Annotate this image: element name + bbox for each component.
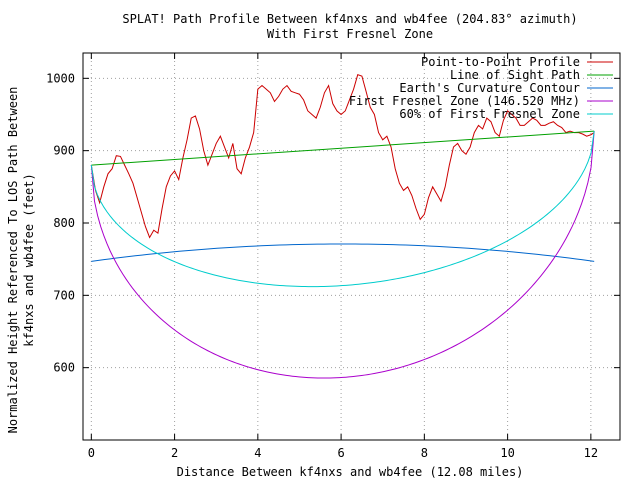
plot-border (82, 52, 621, 441)
y-tick-label: 1000 (46, 71, 75, 85)
x-tick-label: 0 (88, 446, 95, 460)
y-tick-label: 700 (53, 288, 75, 302)
series-line-first-fresnel-zone-146-520-mhz (90, 131, 595, 379)
legend-label-earth-s-curvature-contour: Earth's Curvature Contour (399, 81, 580, 95)
chart-title: SPLAT! Path Profile Between kf4nxs and w… (122, 12, 577, 26)
x-tick-label: 2 (171, 446, 178, 460)
chart-subtitle: With First Fresnel Zone (267, 27, 433, 41)
y-tick-label: 900 (53, 144, 75, 158)
legend-label-first-fresnel-zone-146-520-mhz: First Fresnel Zone (146.520 MHz) (349, 94, 580, 108)
series-line-line-of-sight-path (91, 130, 595, 166)
series-line-earth-s-curvature-contour (91, 243, 595, 262)
y-tick-label: 800 (53, 216, 75, 230)
grid-layer (83, 53, 620, 440)
y-tick-label: 600 (53, 361, 75, 375)
x-tick-label: 4 (254, 446, 261, 460)
series-line-60-of-first-fresnel-zone (90, 131, 595, 288)
x-axis-label: Distance Between kf4nxs and wb4fee (12.0… (177, 465, 524, 479)
legend-label-point-to-point-profile: Point-to-Point Profile (421, 55, 580, 69)
x-tick-label: 8 (421, 446, 428, 460)
x-tick-label: 12 (584, 446, 598, 460)
y-axis-label-line2: kf4nxs and wb4fee (feet) (22, 173, 36, 346)
legend-label-60-of-first-fresnel-zone: 60% of First Fresnel Zone (399, 107, 580, 121)
x-tick-label: 10 (500, 446, 514, 460)
y-axis-label-line1: Normalized Height Referenced To LOS Path… (6, 87, 20, 434)
x-tick-label: 6 (337, 446, 344, 460)
tick-layer: 0 2 4 6 8 10 12 600 700 800 900 1000 (46, 53, 620, 460)
legend-label-line-of-sight-path: Line of Sight Path (450, 68, 580, 82)
series-layer (90, 74, 595, 379)
series-line-point-to-point-profile (90, 74, 595, 239)
